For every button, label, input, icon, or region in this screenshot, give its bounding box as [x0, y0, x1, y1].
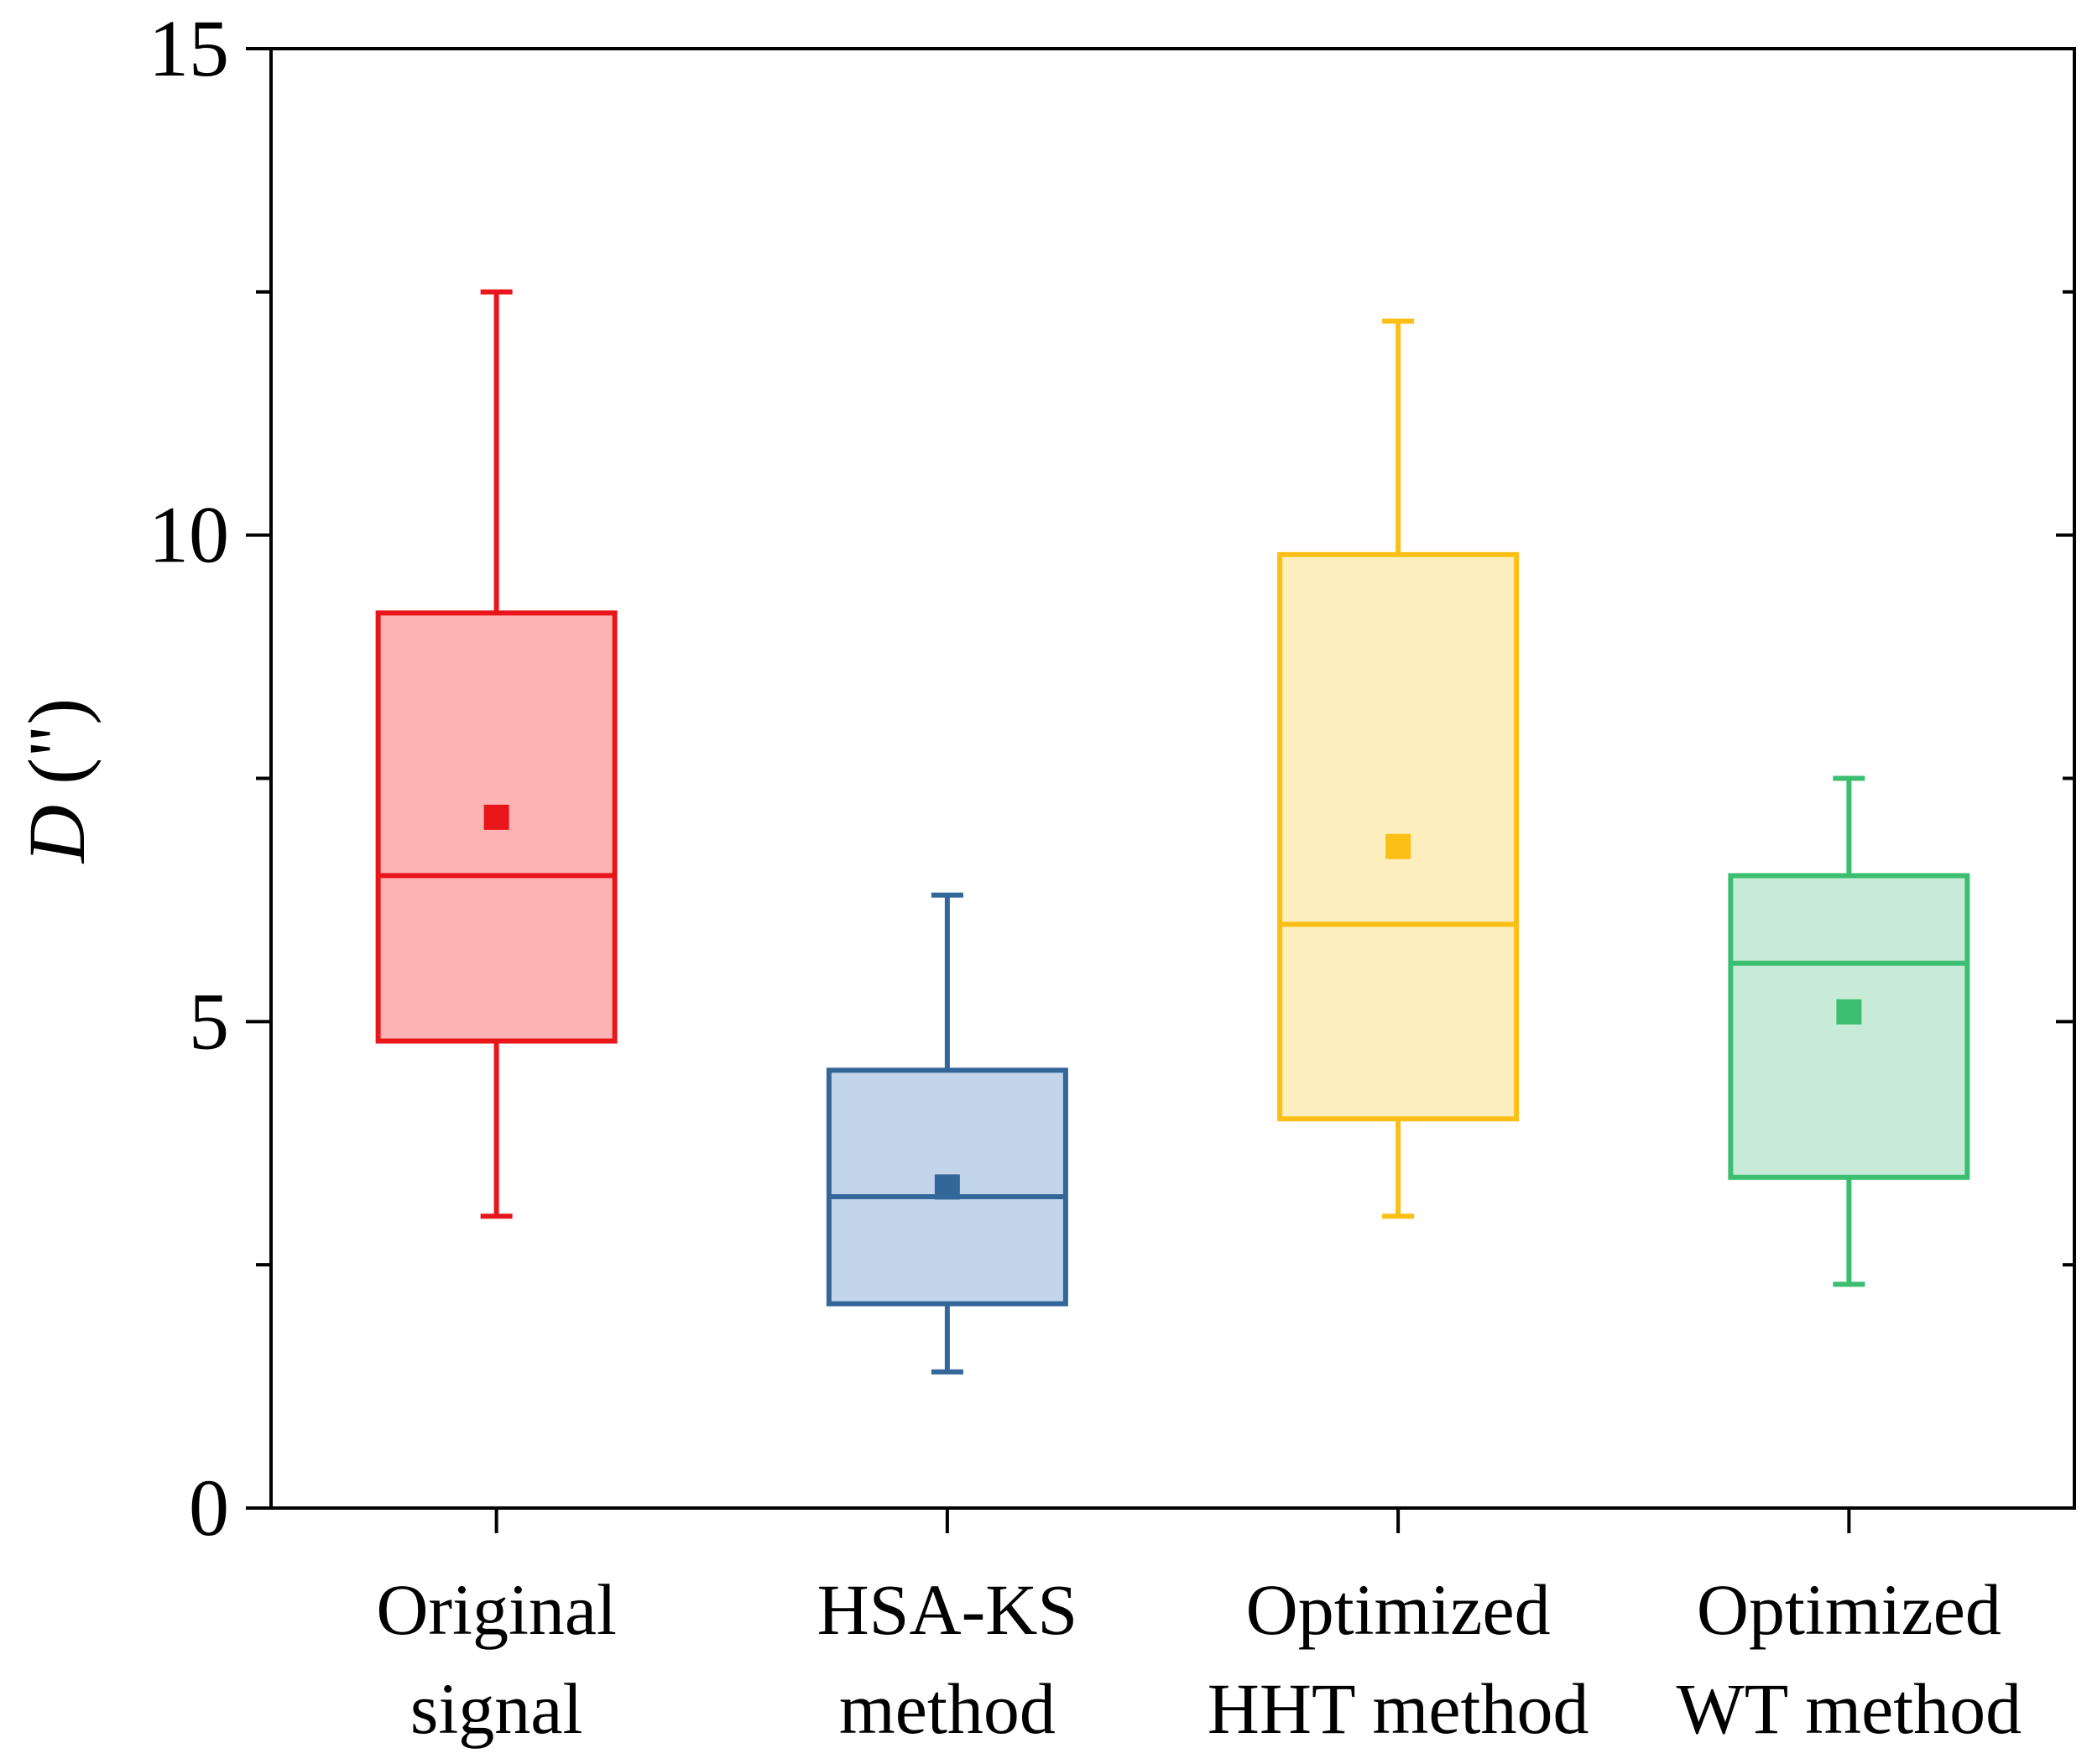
x-category-label-line: Original — [376, 1569, 617, 1650]
x-category-label-line: Optimized — [1697, 1569, 2001, 1650]
mean-marker — [1836, 999, 1862, 1025]
x-category-label: Optimized WT method — [1677, 1569, 2022, 1749]
y-axis-symbol: D — [12, 805, 102, 864]
mean-marker — [934, 1174, 960, 1200]
iqr-box — [1728, 873, 1970, 1180]
x-category-label-line: signal — [410, 1668, 582, 1749]
x-category-label-line: HHT method — [1208, 1668, 1589, 1749]
y-axis-title: D (") — [12, 698, 102, 864]
x-category-label: Optimized HHT method — [1208, 1569, 1589, 1749]
plot-area — [269, 47, 2076, 1510]
x-category-label: HSA-KS method — [817, 1569, 1078, 1749]
y-axis: 0 5 10 15 — [149, 3, 2074, 1553]
box-group-1 — [375, 289, 618, 1219]
mean-marker — [483, 804, 509, 830]
x-category-label-line: HSA-KS — [817, 1569, 1078, 1650]
x-category-label-line: WT method — [1677, 1668, 2022, 1749]
x-axis: Original signal HSA-KS method Optimized HHT m… — [376, 1508, 2022, 1749]
y-axis-unit: (") — [12, 698, 102, 785]
mean-marker — [1385, 833, 1411, 859]
x-category-label: Original signal — [376, 1569, 617, 1749]
box-group-4 — [1728, 775, 1970, 1287]
y-tick-label: 5 — [189, 976, 229, 1066]
y-tick-label: 10 — [149, 490, 229, 580]
x-category-label-line: method — [839, 1668, 1056, 1749]
y-tick-label: 15 — [149, 3, 229, 93]
box-group-2 — [826, 892, 1068, 1375]
y-tick-label: 0 — [189, 1463, 229, 1553]
box-group-3 — [1277, 318, 1520, 1219]
x-category-label-line: Optimized — [1246, 1569, 1551, 1650]
